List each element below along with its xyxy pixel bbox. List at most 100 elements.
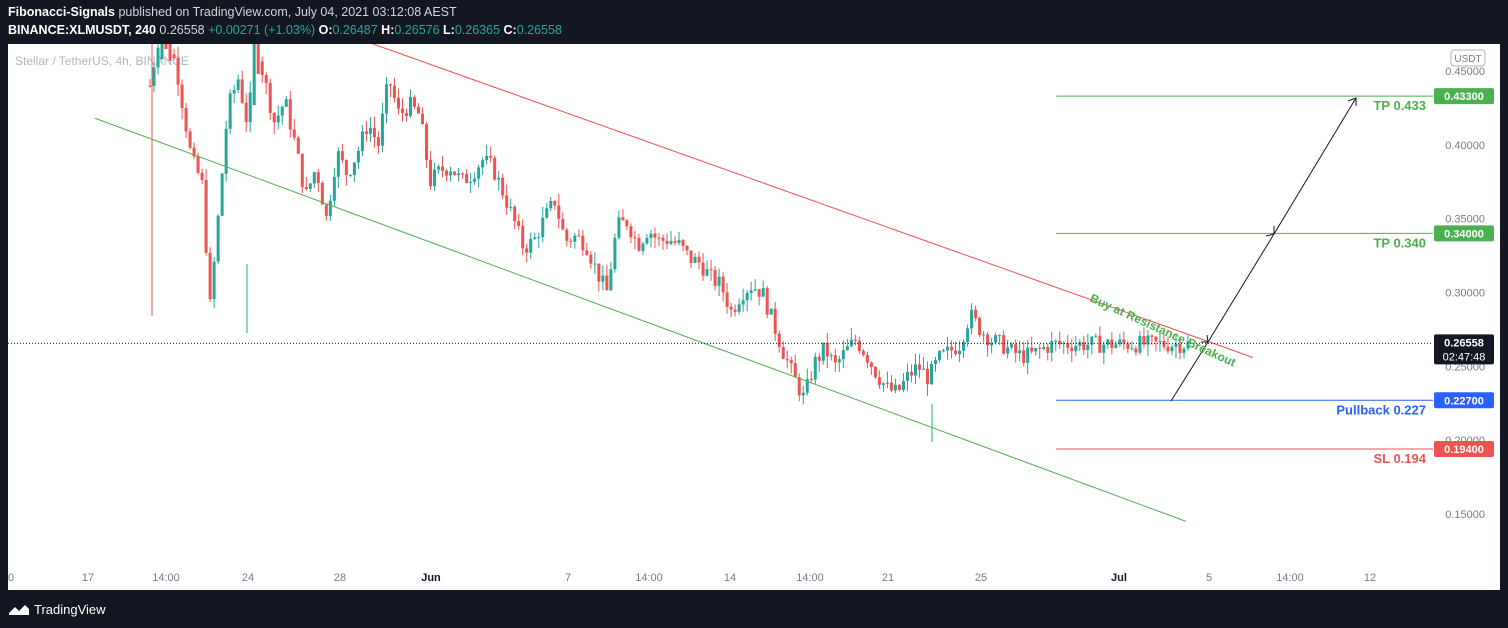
candle-body bbox=[938, 351, 942, 361]
candle-body bbox=[212, 261, 216, 300]
high-label: H: bbox=[381, 23, 395, 37]
candle-body bbox=[705, 269, 709, 276]
ohlc-line: BINANCE:XLMUSDT, 240 0.26558 +0.00271 (+… bbox=[8, 23, 562, 37]
candle-body bbox=[1126, 343, 1130, 349]
candle-body bbox=[541, 217, 545, 238]
candle-body bbox=[429, 159, 433, 187]
arrow-segment-2 bbox=[1207, 233, 1275, 343]
candle-body bbox=[793, 363, 797, 378]
candle-body bbox=[621, 217, 625, 221]
candle-body bbox=[781, 347, 785, 359]
candle-body bbox=[445, 170, 449, 176]
candle-body bbox=[352, 162, 356, 176]
level-label: TP 0.433 bbox=[1373, 98, 1426, 113]
candle-body bbox=[1082, 342, 1086, 350]
tradingview-brand[interactable]: TradingView bbox=[34, 602, 106, 617]
candle-body bbox=[1182, 348, 1186, 353]
candle-body bbox=[970, 309, 974, 329]
x-tick-label: 25 bbox=[975, 572, 987, 584]
current-price-badge bbox=[1434, 334, 1494, 365]
candle-body bbox=[176, 58, 180, 85]
candle-body bbox=[645, 237, 649, 244]
candle-body bbox=[925, 368, 929, 385]
candle-body bbox=[1070, 347, 1074, 352]
x-tick-label: Jun bbox=[421, 572, 441, 584]
candle-body bbox=[665, 240, 669, 244]
candle-body bbox=[184, 108, 188, 132]
candle-body bbox=[1078, 342, 1082, 346]
candle-body bbox=[404, 112, 408, 116]
candle-body bbox=[629, 226, 633, 238]
candle-body bbox=[813, 356, 817, 380]
candle-body bbox=[465, 173, 469, 183]
level-label: SL 0.194 bbox=[1373, 451, 1426, 466]
candle-body bbox=[388, 84, 392, 86]
candle-body bbox=[974, 309, 978, 318]
candle-body bbox=[1006, 347, 1010, 354]
chart-watermark: Stellar / TetherUS, 4h, BINANCE bbox=[15, 54, 189, 68]
x-tick-label: 00 bbox=[8, 572, 14, 584]
close-label: C: bbox=[503, 23, 517, 37]
candle-body bbox=[232, 90, 236, 94]
symbol-label[interactable]: BINANCE:XLMUSDT, 240 bbox=[8, 23, 156, 37]
candle-body bbox=[1046, 346, 1050, 353]
candle-body bbox=[1022, 350, 1026, 363]
candle-body bbox=[725, 292, 729, 307]
candle-body bbox=[1150, 335, 1154, 337]
level-label: TP 0.340 bbox=[1373, 235, 1426, 250]
level-price-badge-text: 0.43300 bbox=[1444, 91, 1484, 103]
price-chart[interactable]: Stellar / TetherUS, 4h, BINANCE TP 0.433… bbox=[2, 40, 1500, 590]
y-axis: 0.150000.200000.250000.300000.350000.400… bbox=[1445, 66, 1485, 521]
x-tick-label: 28 bbox=[334, 572, 346, 584]
candle-body bbox=[240, 79, 244, 103]
candle-body bbox=[485, 155, 489, 161]
candle-body bbox=[557, 205, 561, 219]
x-tick-label: 14:00 bbox=[635, 572, 663, 584]
chart-area[interactable]: Stellar / TetherUS, 4h, BINANCE TP 0.433… bbox=[2, 40, 1500, 590]
candle-body bbox=[316, 172, 320, 183]
candle-body bbox=[689, 250, 693, 263]
candle-body bbox=[561, 218, 565, 230]
candle-body bbox=[897, 384, 901, 390]
chart-header: Fibonacci-Signals published on TradingVi… bbox=[0, 0, 1508, 44]
candle-body bbox=[733, 309, 737, 312]
candle-body bbox=[152, 67, 156, 86]
candle-body bbox=[413, 97, 417, 107]
candle-body bbox=[589, 254, 593, 264]
candle-body bbox=[757, 289, 761, 297]
candle-body bbox=[364, 131, 368, 134]
candle-body bbox=[729, 306, 733, 310]
candle-body bbox=[384, 84, 388, 114]
candle-body bbox=[509, 206, 513, 208]
candle-body bbox=[837, 359, 841, 363]
candle-body bbox=[721, 276, 725, 293]
candle-body bbox=[1122, 339, 1126, 344]
y-tick-label: 0.15000 bbox=[1445, 509, 1485, 521]
level-price-badge bbox=[1434, 225, 1494, 242]
candle-body bbox=[869, 362, 873, 367]
level-price-badge bbox=[1434, 441, 1494, 458]
candle-body bbox=[461, 173, 465, 175]
author-name[interactable]: Fibonacci-Signals bbox=[8, 5, 115, 19]
candle-body bbox=[994, 335, 998, 343]
candle-body bbox=[224, 128, 228, 174]
candle-body bbox=[1010, 344, 1014, 348]
open-label: O: bbox=[318, 23, 333, 37]
candle-body bbox=[805, 379, 809, 393]
candle-body bbox=[449, 171, 453, 176]
candle-body bbox=[841, 350, 845, 360]
candle-body bbox=[581, 235, 585, 251]
candle-body bbox=[481, 160, 485, 168]
candle-body bbox=[958, 350, 962, 355]
candle-body bbox=[565, 229, 569, 241]
candle-body bbox=[617, 217, 621, 238]
candle-body bbox=[1106, 339, 1110, 345]
candle-body bbox=[196, 156, 200, 173]
candle-body bbox=[525, 248, 529, 253]
level-price-badge bbox=[1434, 88, 1494, 105]
arrow-segment-3 bbox=[1273, 97, 1357, 235]
channel-lower-line bbox=[94, 117, 1187, 522]
candle-body bbox=[777, 333, 781, 348]
candle-body bbox=[709, 269, 713, 271]
close-value: 0.26558 bbox=[516, 23, 562, 37]
